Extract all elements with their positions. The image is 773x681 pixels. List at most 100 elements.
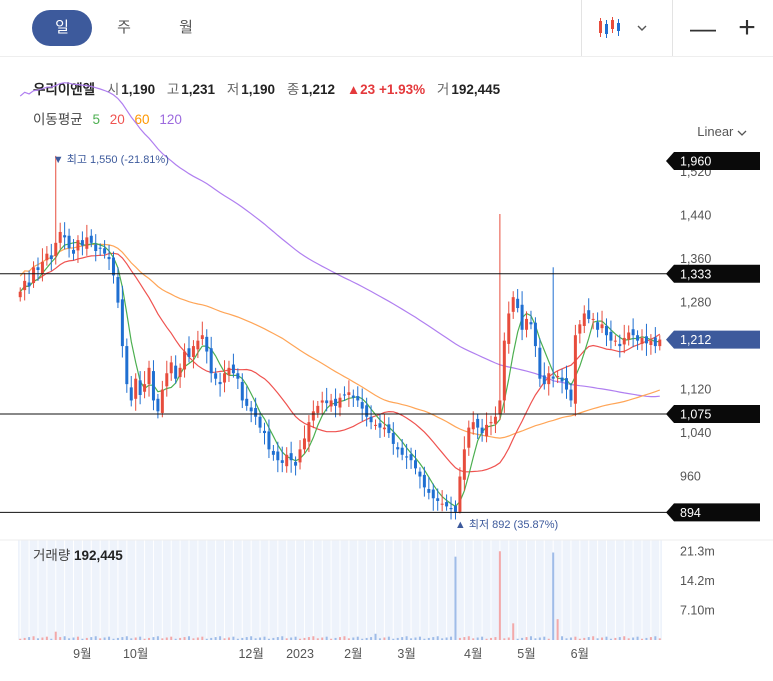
candle-body — [262, 430, 266, 434]
candle-body — [560, 377, 564, 382]
volume-bar — [294, 636, 297, 640]
volume-bar — [374, 633, 377, 640]
volume-bar — [161, 638, 164, 640]
candle-body — [116, 277, 120, 303]
volume-bar — [641, 638, 644, 640]
volume-bar — [583, 637, 586, 640]
candle-body — [391, 433, 395, 444]
candle-body — [436, 498, 440, 501]
volume-bar — [592, 636, 595, 640]
volume-bar — [259, 637, 262, 640]
candle-body — [453, 505, 457, 512]
volume-bar — [365, 637, 368, 640]
x-tick-label: 6월 — [571, 647, 589, 661]
candle-body — [267, 431, 271, 450]
x-tick-label: 5월 — [517, 647, 535, 661]
tab-weekly[interactable]: 주 — [117, 19, 131, 36]
volume-bar — [130, 638, 133, 640]
volume-bar — [556, 619, 559, 640]
volume-bar — [503, 638, 506, 640]
candle-body — [183, 351, 187, 370]
high-value: 1,231 — [181, 82, 216, 97]
volume-bar — [401, 637, 404, 640]
candle-body — [356, 396, 360, 401]
candle-body — [445, 502, 449, 507]
volume-bar — [614, 637, 617, 640]
volume-bar — [552, 552, 555, 640]
volume-bar — [618, 637, 621, 640]
candle-body — [409, 454, 413, 461]
volume-bar — [490, 637, 493, 640]
volume-bar — [534, 638, 537, 640]
volume-bar — [450, 636, 453, 640]
volume-bar — [121, 637, 124, 640]
moving-average-legend: 이동평균 5 20 60 120 — [33, 108, 188, 128]
tab-daily[interactable]: 일 — [32, 10, 92, 46]
candle-body — [636, 335, 640, 341]
candle-body — [533, 322, 537, 347]
chart-toolbar: — + — [581, 0, 773, 56]
volume-bar — [525, 637, 528, 640]
candle-body — [538, 347, 542, 379]
chart-type-button[interactable] — [582, 17, 662, 39]
volume-bar — [601, 637, 604, 640]
close-label: 종 — [286, 82, 300, 97]
volume-bar — [187, 636, 190, 640]
volume-bar — [658, 638, 661, 640]
volume-bar — [116, 637, 119, 640]
candle-body — [223, 373, 227, 383]
volume-bar — [192, 638, 195, 640]
scale-label: Linear — [697, 124, 734, 139]
candle-body — [236, 373, 240, 379]
candle-body — [427, 489, 431, 493]
zoom-in-button[interactable]: + — [738, 11, 756, 44]
tab-monthly[interactable]: 월 — [179, 19, 193, 36]
volume-bar — [445, 637, 448, 640]
candle-body — [347, 392, 351, 395]
candle-body — [338, 397, 342, 408]
volume-bar — [578, 638, 581, 640]
stock-name: 우리이앤엘 — [33, 82, 96, 97]
volume-tick-label: 21.3m — [680, 544, 715, 558]
candle-body — [49, 255, 53, 260]
scale-dropdown[interactable]: Linear — [697, 124, 747, 139]
volume-bar — [436, 636, 439, 640]
close-value: 1,212 — [301, 82, 336, 97]
volume-bar — [81, 638, 84, 640]
volume-bar — [90, 637, 93, 640]
volume-bar — [174, 638, 177, 640]
volume-bar — [383, 637, 386, 640]
zoom-out-button[interactable]: — — [690, 12, 716, 43]
candle-body — [542, 375, 546, 385]
volume-bar — [458, 637, 461, 640]
volume-bar — [108, 636, 111, 640]
candle-body — [400, 447, 404, 455]
candle-body — [209, 348, 213, 374]
volume-bar — [632, 637, 635, 640]
volume-bar — [481, 636, 484, 640]
volume-bar — [254, 638, 257, 640]
candle-body — [471, 422, 475, 430]
candle-body — [342, 394, 346, 396]
volume-bar — [498, 551, 501, 640]
candle-body — [565, 378, 569, 390]
candle-body — [36, 267, 40, 270]
volume-bar — [339, 637, 341, 640]
x-tick-label: 9월 — [73, 647, 91, 661]
candle-body — [582, 313, 586, 326]
volume-bar — [59, 637, 62, 640]
ma60-label: 60 — [134, 112, 150, 127]
candle-body — [467, 427, 471, 448]
volume-bar — [272, 637, 275, 640]
candle-body — [169, 362, 173, 374]
volume-bar — [596, 638, 599, 640]
candle-body — [498, 400, 502, 414]
volume-bar — [290, 637, 293, 640]
candle-body — [151, 371, 155, 401]
candle-body — [298, 449, 302, 463]
volume-bar — [569, 637, 572, 640]
volume-bar — [139, 636, 142, 640]
candle-body — [365, 405, 369, 417]
candle-body — [218, 381, 222, 385]
